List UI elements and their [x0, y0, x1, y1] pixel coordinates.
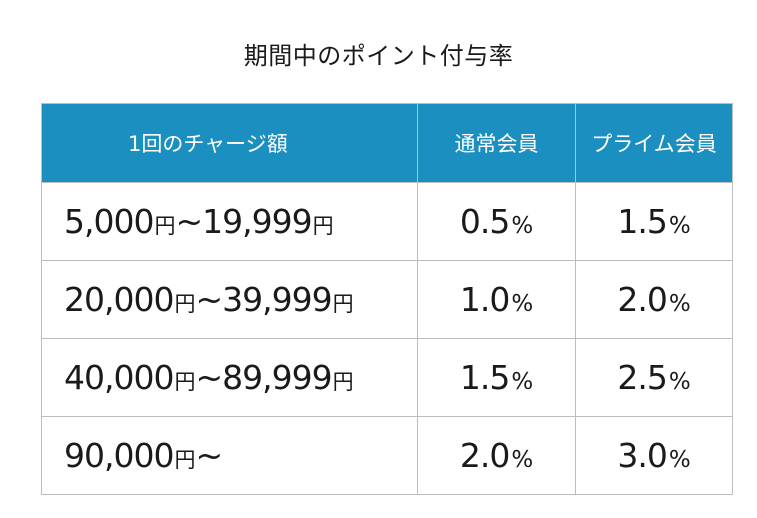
prime-rate-cell: 2.0% [575, 260, 733, 339]
charge-amount-cell: 40,000円~89,999円 [41, 338, 418, 417]
charge-amount-cell: 20,000円~39,999円 [41, 260, 418, 339]
column-header-prime-member: プライム会員 [575, 103, 733, 183]
prime-rate: 1.5 [617, 202, 667, 241]
range-from: 40,000 [64, 358, 174, 397]
regular-rate-cell: 1.0% [417, 260, 576, 339]
yen-unit: 円 [174, 448, 196, 472]
range-to: 39,999 [222, 280, 332, 319]
yen-unit: 円 [332, 292, 354, 316]
charge-amount-cell: 90,000円~ [41, 416, 418, 495]
range-from: 90,000 [64, 436, 174, 475]
percent-sign: % [511, 369, 534, 395]
prime-rate-cell: 2.5% [575, 338, 733, 417]
prime-rate-cell: 1.5% [575, 182, 733, 261]
column-header-charge-amount: 1回のチャージ額 [41, 103, 418, 183]
regular-rate: 2.0 [459, 436, 510, 475]
yen-unit: 円 [312, 214, 334, 238]
page-title: 期間中のポイント付与率 [243, 42, 514, 70]
table-row: 40,000円~89,999円 1.5% 2.5% [41, 338, 733, 417]
regular-rate-cell: 0.5% [417, 182, 576, 261]
yen-unit: 円 [154, 214, 176, 238]
table-row: 90,000円~ 2.0% 3.0% [41, 416, 733, 495]
table-row: 5,000円~19,999円 0.5% 1.5% [41, 182, 733, 261]
range-tilde: ~ [195, 358, 223, 397]
range-tilde: ~ [175, 202, 203, 241]
regular-rate-cell: 2.0% [417, 416, 576, 495]
range-tilde: ~ [195, 280, 223, 319]
regular-rate: 1.5 [459, 358, 510, 397]
regular-rate-cell: 1.5% [417, 338, 576, 417]
regular-rate: 0.5 [459, 202, 510, 241]
range-from: 20,000 [64, 280, 174, 319]
percent-sign: % [511, 447, 534, 473]
yen-unit: 円 [174, 292, 196, 316]
percent-sign: % [668, 447, 691, 473]
prime-rate: 3.0 [617, 436, 667, 475]
yen-unit: 円 [174, 370, 196, 394]
percent-sign: % [668, 369, 691, 395]
range-tilde: ~ [195, 436, 223, 475]
charge-amount-cell: 5,000円~19,999円 [41, 182, 418, 261]
yen-unit: 円 [332, 370, 354, 394]
percent-sign: % [511, 213, 534, 239]
range-to: 89,999 [222, 358, 332, 397]
table-row: 20,000円~39,999円 1.0% 2.0% [41, 260, 733, 339]
range-from: 5,000 [64, 202, 154, 241]
table-header-row: 1回のチャージ額 通常会員 プライム会員 [41, 103, 733, 183]
regular-rate: 1.0 [459, 280, 510, 319]
prime-rate: 2.5 [617, 358, 667, 397]
prime-rate-cell: 3.0% [575, 416, 733, 495]
percent-sign: % [511, 291, 534, 317]
prime-rate: 2.0 [617, 280, 667, 319]
point-rate-table: 1回のチャージ額 通常会員 プライム会員 5,000円~19,999円 0.5%… [41, 103, 733, 495]
percent-sign: % [668, 213, 691, 239]
column-header-regular-member: 通常会員 [417, 103, 576, 183]
range-to: 19,999 [202, 202, 312, 241]
percent-sign: % [668, 291, 691, 317]
